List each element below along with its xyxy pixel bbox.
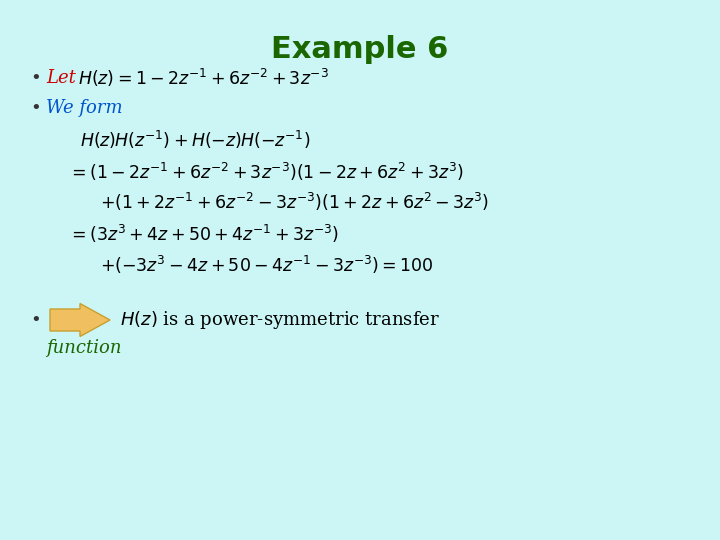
Text: $+ (1 + 2z^{-1} + 6z^{-2} - 3z^{-3})(1 + 2z + 6z^{2} - 3z^{3})$: $+ (1 + 2z^{-1} + 6z^{-2} - 3z^{-3})(1 +… (100, 191, 489, 213)
Text: We form: We form (46, 99, 122, 117)
Text: •: • (30, 69, 41, 87)
FancyArrow shape (50, 303, 110, 336)
Text: function: function (46, 339, 122, 357)
Text: Let: Let (46, 69, 76, 87)
Text: •: • (30, 99, 41, 117)
Text: $H(z) = 1 - 2z^{-1} + 6z^{-2} + 3z^{-3}$: $H(z) = 1 - 2z^{-1} + 6z^{-2} + 3z^{-3}$ (78, 67, 329, 89)
Text: $= (1 - 2z^{-1} + 6z^{-2} + 3z^{-3})(1 - 2z + 6z^{2} + 3z^{3})$: $= (1 - 2z^{-1} + 6z^{-2} + 3z^{-3})(1 -… (68, 161, 464, 183)
Text: $H(z)H(z^{-1}) + H(-z)H(-z^{-1})$: $H(z)H(z^{-1}) + H(-z)H(-z^{-1})$ (80, 129, 310, 151)
Text: Example 6: Example 6 (271, 35, 449, 64)
Text: $H(z)$ is a power-symmetric transfer: $H(z)$ is a power-symmetric transfer (120, 309, 440, 331)
Text: $= (3z^{3} + 4z + 50 + 4z^{-1} + 3z^{-3})$: $= (3z^{3} + 4z + 50 + 4z^{-1} + 3z^{-3}… (68, 223, 339, 245)
Text: $+ (-3z^{3} - 4z + 50 - 4z^{-1} - 3z^{-3}) = 100$: $+ (-3z^{3} - 4z + 50 - 4z^{-1} - 3z^{-3… (100, 254, 433, 276)
Text: •: • (30, 311, 41, 329)
